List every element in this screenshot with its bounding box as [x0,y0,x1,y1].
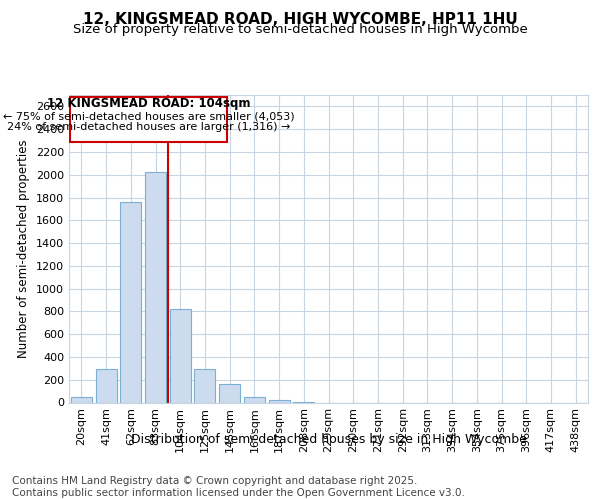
Bar [219,384,240,402]
Bar [244,397,265,402]
Text: Contains HM Land Registry data © Crown copyright and database right 2025.
Contai: Contains HM Land Registry data © Crown c… [12,476,465,498]
Bar [170,309,191,402]
Bar [95,370,116,402]
Text: Distribution of semi-detached houses by size in High Wycombe: Distribution of semi-detached houses by … [131,432,527,446]
Text: ← 75% of semi-detached houses are smaller (4,053): ← 75% of semi-detached houses are smalle… [3,111,295,121]
Bar [145,172,166,402]
Text: 12, KINGSMEAD ROAD, HIGH WYCOMBE, HP11 1HU: 12, KINGSMEAD ROAD, HIGH WYCOMBE, HP11 1… [83,12,517,28]
Text: Size of property relative to semi-detached houses in High Wycombe: Size of property relative to semi-detach… [73,22,527,36]
Text: 24% of semi-detached houses are larger (1,316) →: 24% of semi-detached houses are larger (… [7,122,290,132]
Bar [194,370,215,402]
Bar [120,202,141,402]
Bar [269,400,290,402]
Text: 12 KINGSMEAD ROAD: 104sqm: 12 KINGSMEAD ROAD: 104sqm [47,98,250,110]
Y-axis label: Number of semi-detached properties: Number of semi-detached properties [17,140,31,358]
Bar [71,397,92,402]
Bar [70,98,227,142]
